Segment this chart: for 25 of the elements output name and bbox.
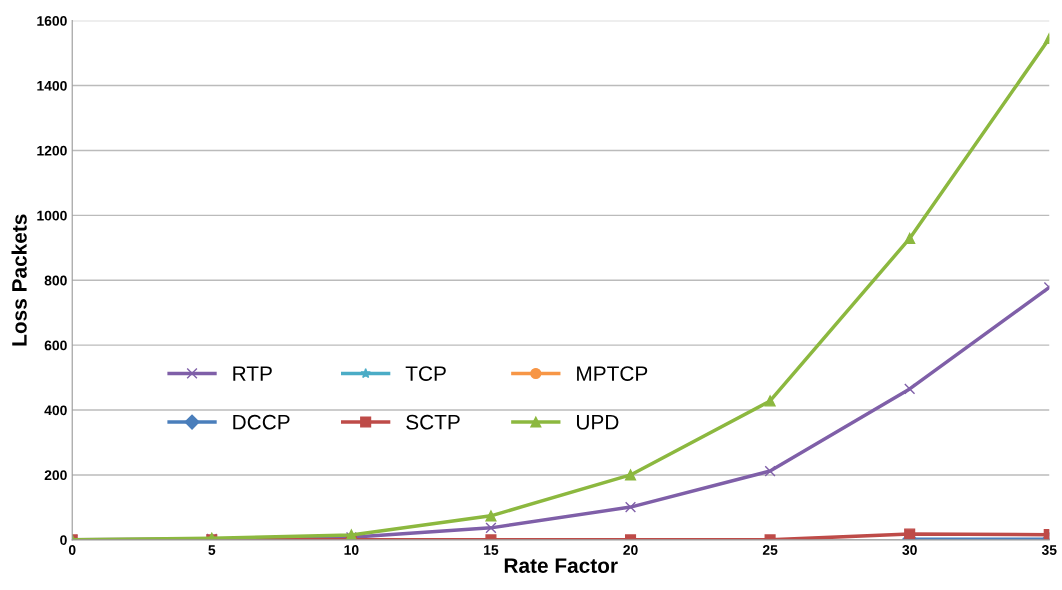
legend-label: DCCP <box>233 414 290 430</box>
y-tick-label: 200 <box>44 470 67 481</box>
y-tick-label: 0 <box>60 535 67 546</box>
x-tick-label: 25 <box>762 545 778 555</box>
x-axis-title: Rate Factor <box>504 558 618 573</box>
y-tick-label: 1400 <box>37 80 67 91</box>
y-tick-label: 1200 <box>37 145 67 156</box>
y-tick-label: 1600 <box>37 15 67 26</box>
x-tick-label: 0 <box>68 545 76 555</box>
x-tick-label: 5 <box>208 545 216 555</box>
legend-label: TCP <box>405 366 446 381</box>
x-tick-label: 30 <box>902 545 917 555</box>
legend-label: MPTCP <box>577 366 648 381</box>
y-tick-label: 600 <box>44 340 67 351</box>
y-tick-label: 800 <box>44 275 67 286</box>
x-tick-label: 20 <box>623 545 638 555</box>
y-tick-label: 1000 <box>37 210 67 221</box>
y-axis-title: Loss Packets <box>11 214 27 346</box>
y-tick-label: 400 <box>44 405 67 416</box>
legend-label: RTP <box>233 366 272 381</box>
legend-label: SCTP <box>406 414 460 430</box>
x-tick-label: 35 <box>1041 545 1057 555</box>
x-tick-label: 15 <box>484 545 499 555</box>
legend-label: UPD <box>577 415 619 430</box>
x-tick-label: 10 <box>344 545 359 555</box>
